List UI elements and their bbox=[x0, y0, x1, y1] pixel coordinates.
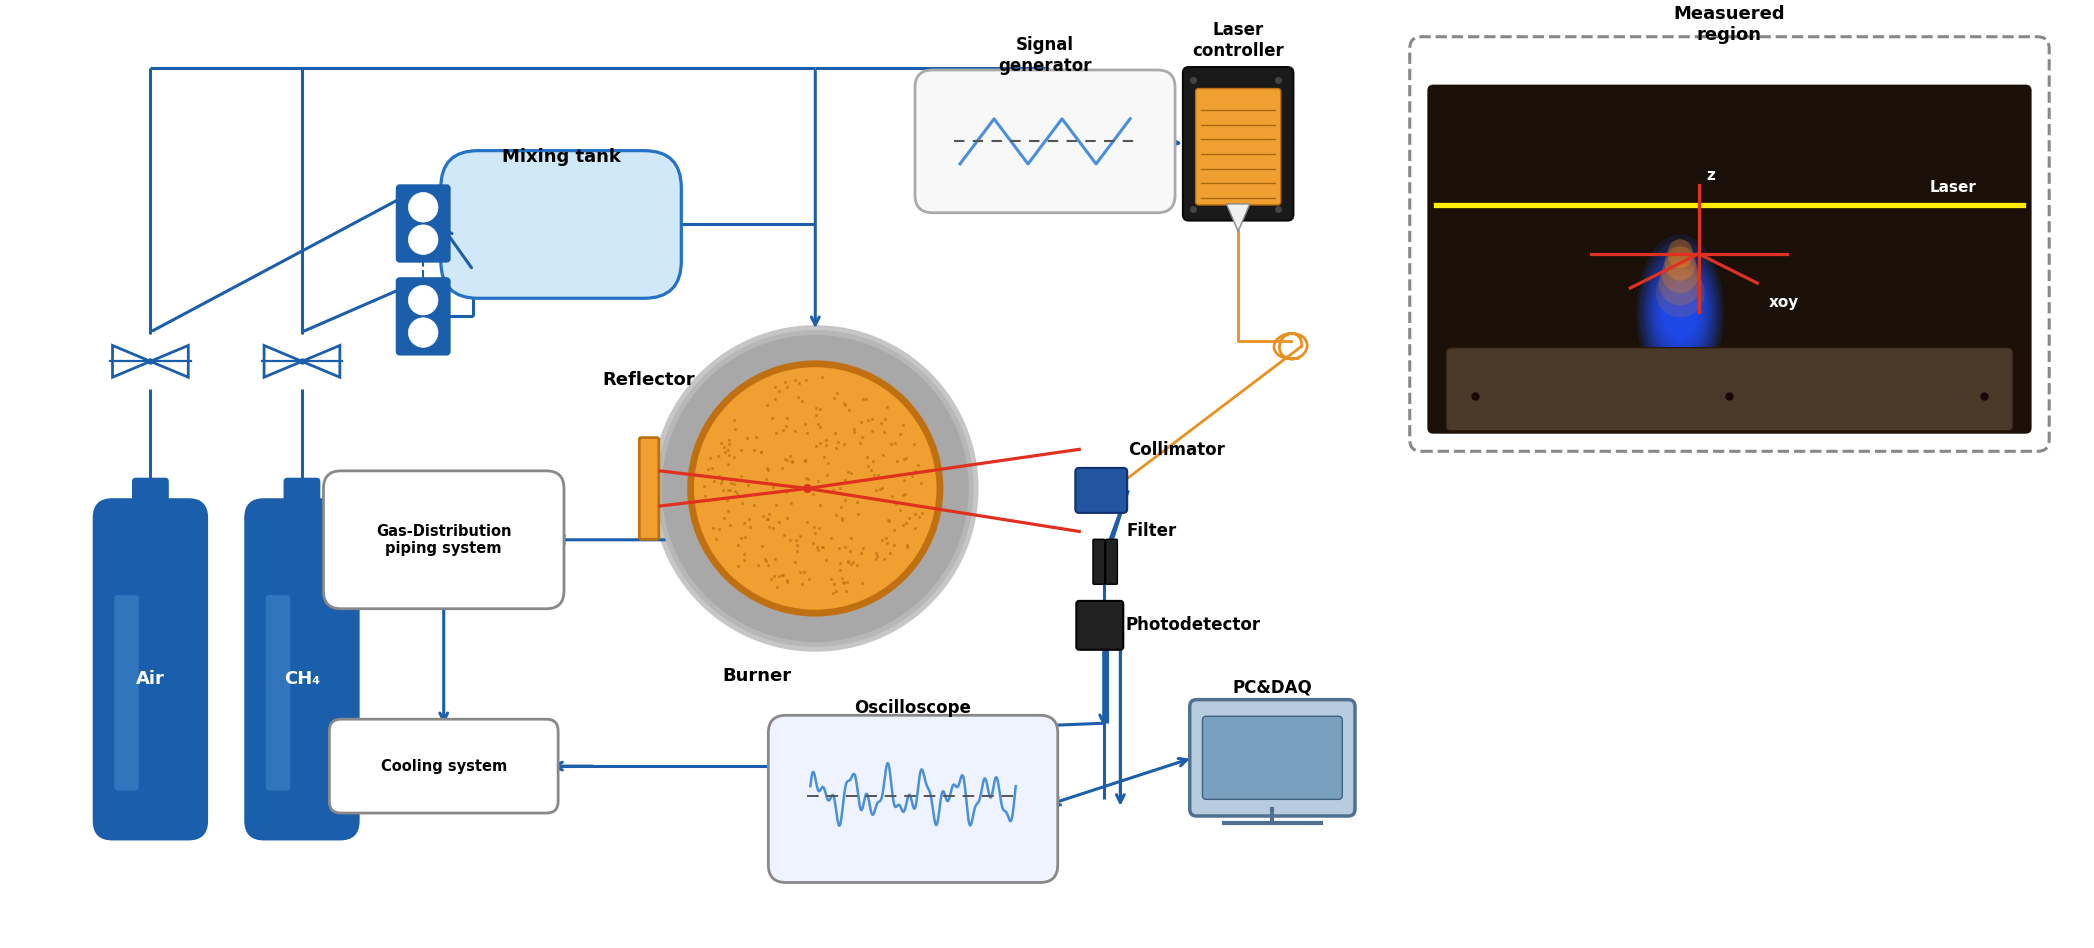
FancyBboxPatch shape bbox=[92, 499, 207, 841]
Circle shape bbox=[408, 318, 438, 347]
FancyBboxPatch shape bbox=[915, 70, 1175, 212]
FancyBboxPatch shape bbox=[1196, 88, 1282, 205]
Text: Air: Air bbox=[136, 670, 165, 688]
FancyBboxPatch shape bbox=[639, 438, 660, 539]
Ellipse shape bbox=[1640, 240, 1721, 385]
Text: Filter: Filter bbox=[1127, 522, 1177, 540]
FancyBboxPatch shape bbox=[396, 186, 450, 262]
FancyBboxPatch shape bbox=[322, 471, 563, 609]
Circle shape bbox=[408, 285, 438, 315]
Text: Signal
generator: Signal generator bbox=[999, 36, 1091, 75]
Ellipse shape bbox=[1646, 252, 1715, 374]
Ellipse shape bbox=[1648, 258, 1713, 367]
Ellipse shape bbox=[1656, 268, 1705, 318]
Text: z: z bbox=[1707, 169, 1715, 183]
Text: Measuered
region: Measuered region bbox=[1673, 5, 1786, 44]
Ellipse shape bbox=[1635, 234, 1723, 391]
FancyBboxPatch shape bbox=[1428, 84, 2031, 433]
FancyBboxPatch shape bbox=[1093, 539, 1106, 584]
Text: Gas-Distribution
piping system: Gas-Distribution piping system bbox=[377, 523, 511, 556]
FancyBboxPatch shape bbox=[442, 151, 681, 299]
FancyBboxPatch shape bbox=[245, 499, 360, 841]
Circle shape bbox=[658, 330, 974, 647]
FancyBboxPatch shape bbox=[1447, 348, 2012, 430]
Text: Collimator: Collimator bbox=[1129, 441, 1225, 459]
FancyBboxPatch shape bbox=[329, 720, 559, 813]
Ellipse shape bbox=[1642, 246, 1719, 379]
FancyBboxPatch shape bbox=[1106, 539, 1118, 584]
Ellipse shape bbox=[1663, 287, 1698, 337]
Text: Laser
controller: Laser controller bbox=[1191, 22, 1284, 61]
FancyBboxPatch shape bbox=[283, 478, 320, 526]
Text: Laser: Laser bbox=[1931, 180, 1977, 195]
FancyBboxPatch shape bbox=[1189, 700, 1355, 816]
Text: Mixing tank: Mixing tank bbox=[503, 148, 620, 166]
Ellipse shape bbox=[1650, 264, 1709, 361]
Circle shape bbox=[662, 335, 970, 642]
FancyBboxPatch shape bbox=[132, 478, 170, 526]
Polygon shape bbox=[1227, 204, 1250, 231]
Circle shape bbox=[651, 325, 978, 651]
Text: PC&DAQ: PC&DAQ bbox=[1233, 679, 1313, 697]
FancyBboxPatch shape bbox=[266, 594, 291, 791]
Ellipse shape bbox=[1667, 239, 1692, 268]
FancyBboxPatch shape bbox=[1183, 67, 1294, 221]
Circle shape bbox=[408, 192, 438, 222]
Ellipse shape bbox=[1663, 254, 1698, 293]
Text: Photodetector: Photodetector bbox=[1124, 616, 1261, 634]
FancyBboxPatch shape bbox=[1076, 468, 1127, 513]
Text: xoy: xoy bbox=[1769, 295, 1799, 310]
FancyBboxPatch shape bbox=[1076, 601, 1122, 649]
Circle shape bbox=[687, 360, 944, 616]
Text: Burner: Burner bbox=[722, 667, 792, 685]
Ellipse shape bbox=[1665, 246, 1696, 281]
FancyBboxPatch shape bbox=[115, 594, 138, 791]
Ellipse shape bbox=[1661, 282, 1700, 344]
Ellipse shape bbox=[1656, 275, 1705, 350]
Text: Oscilloscope: Oscilloscope bbox=[854, 700, 972, 718]
FancyBboxPatch shape bbox=[768, 716, 1057, 883]
Text: Reflector: Reflector bbox=[603, 371, 695, 389]
FancyBboxPatch shape bbox=[396, 279, 450, 355]
Ellipse shape bbox=[1658, 261, 1702, 305]
Circle shape bbox=[408, 225, 438, 254]
FancyBboxPatch shape bbox=[1202, 717, 1342, 799]
Text: Cooling system: Cooling system bbox=[381, 758, 507, 774]
Ellipse shape bbox=[1654, 269, 1707, 356]
Text: CH₄: CH₄ bbox=[285, 670, 320, 688]
Circle shape bbox=[693, 367, 936, 610]
